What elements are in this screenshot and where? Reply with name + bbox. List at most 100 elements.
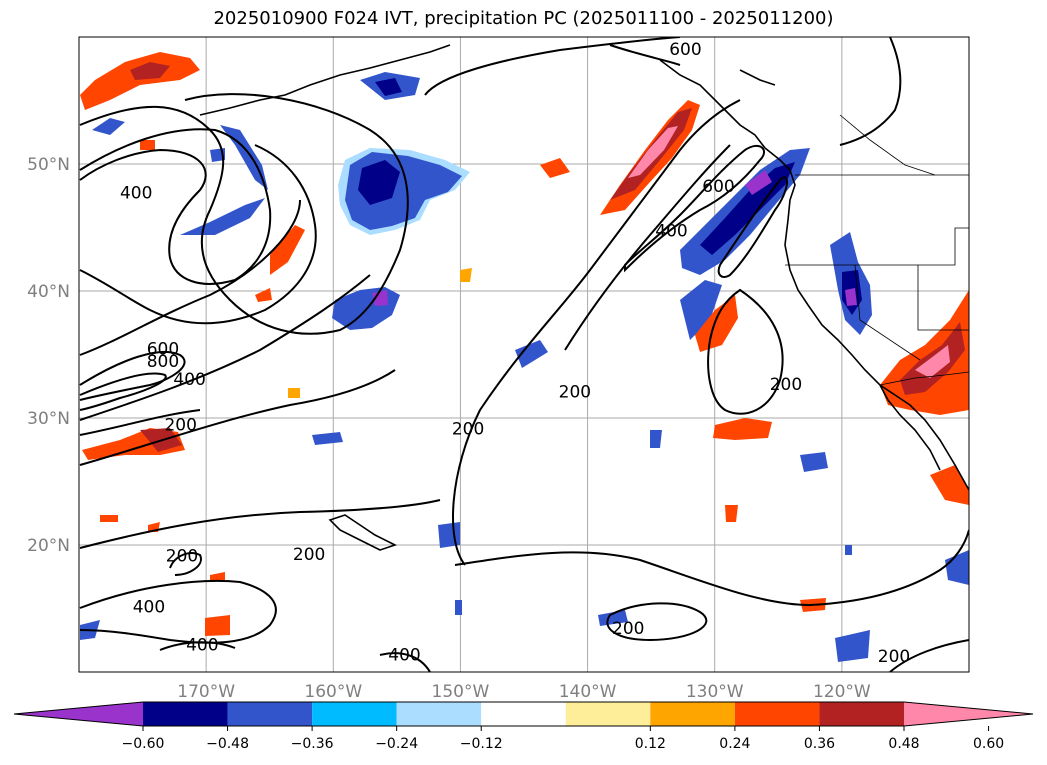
colorbar-tick-label: −0.24 <box>375 736 418 752</box>
ivt-contour-200 <box>79 369 396 466</box>
colorbar-tick-label: −0.48 <box>206 736 249 752</box>
colorbar-cell <box>481 702 566 726</box>
west-coast-coastline <box>764 147 969 491</box>
precip-positive-region <box>210 572 225 580</box>
colorbar-tick-label: 0.36 <box>804 736 835 752</box>
ivt-contour-200 <box>79 93 409 335</box>
colorbar-cell <box>819 702 904 726</box>
aleutian-coastline <box>199 44 451 116</box>
state-border <box>854 264 921 361</box>
contour-label: 400 <box>655 221 687 241</box>
ivt-contour-400 <box>564 144 731 351</box>
lat-tick-label: 20°N <box>27 536 70 556</box>
ivt-contour-400 <box>79 274 371 421</box>
precip-negative-region <box>220 125 268 190</box>
map-frame <box>78 36 970 673</box>
lon-tick-label: 120°W <box>813 682 871 702</box>
ivt-contour-600 <box>79 350 186 401</box>
contour-label: 200 <box>612 619 644 639</box>
ivt-contour-200 <box>707 288 784 415</box>
colorbar-tick-label: −0.36 <box>291 736 334 752</box>
colorbar: −0.60 −0.48 −0.36 −0.24 −0.12 0.12 0.24 0.36 0.4… <box>13 701 1034 752</box>
colorbar-cell <box>650 702 735 726</box>
precip-negative-core <box>700 162 795 255</box>
lon-tick-label: 170°W <box>177 682 235 702</box>
contour-label: 400 <box>133 597 165 617</box>
precip-positive-peak <box>915 345 950 378</box>
colorbar-cells <box>143 702 904 726</box>
colorbar-extend-max <box>904 702 1033 726</box>
precip-negative-peak <box>745 170 772 195</box>
precip-negative-region <box>800 452 828 472</box>
coastline-segment <box>739 69 776 86</box>
political-borders <box>785 114 969 386</box>
contour-label: 200 <box>164 416 196 436</box>
ivt-contour-600 <box>624 144 765 273</box>
contour-label: 400 <box>186 635 218 655</box>
lat-tick-label: 40°N <box>27 282 70 302</box>
colorbar-cell <box>565 702 651 726</box>
contour-label: 600 <box>147 340 179 360</box>
ivt-contour-400 <box>79 144 317 325</box>
contour-label: 200 <box>452 420 484 440</box>
lon-tick-label: 160°W <box>304 682 362 702</box>
us-mexico-border <box>879 371 969 386</box>
precip-positive-region <box>713 418 772 440</box>
coastlines <box>199 44 969 551</box>
contour-label: 200 <box>559 383 591 403</box>
precip-negative-region <box>598 610 628 626</box>
contour-label: 200 <box>878 647 910 667</box>
precip-positive-region <box>100 515 118 522</box>
ivt-contour-800 <box>79 372 167 411</box>
precip-positive-region <box>140 140 155 150</box>
precip-negative-region <box>945 550 969 585</box>
precip-positive-region <box>540 158 570 178</box>
latitude-labels: 50°N 40°N 30°N 20°N <box>27 155 70 556</box>
contour-label: 200 <box>293 545 325 565</box>
colorbar-tick-label: −0.60 <box>122 736 165 752</box>
colorbar-cell <box>734 702 820 726</box>
lat-tick-label: 30°N <box>27 409 70 429</box>
state-border <box>785 227 969 266</box>
hawaii-islands <box>328 514 398 551</box>
ivt-contour-400 <box>79 199 301 356</box>
gridlines <box>79 37 969 672</box>
border-segment <box>839 114 936 176</box>
baja-coastline <box>879 384 941 471</box>
precip-negative-core <box>358 160 400 205</box>
precip-negative-region <box>650 430 662 448</box>
state-border <box>917 265 969 331</box>
ivt-contour-200 <box>424 37 681 96</box>
precip-positive-region <box>725 505 738 522</box>
precip-positive-region <box>695 295 738 352</box>
ivt-contour-200 <box>889 639 969 672</box>
contour-label: 400 <box>120 183 152 203</box>
lon-tick-label: 130°W <box>686 682 744 702</box>
map-title: 2025010900 F024 IVT, precipitation PC (2… <box>213 8 834 29</box>
precip-positive-region <box>288 388 300 398</box>
contour-label: 600 <box>669 40 701 60</box>
ivt-contour-400 <box>159 641 236 651</box>
ivt-contour-600 <box>609 44 681 66</box>
colorbar-tick-label: 0.12 <box>635 736 666 752</box>
lat-tick-label: 50°N <box>27 155 70 175</box>
contour-label: 600 <box>702 177 734 197</box>
precip-negative-region <box>680 280 722 340</box>
precip-negative-region <box>845 545 852 555</box>
colorbar-cell <box>227 702 313 726</box>
contour-label: 200 <box>166 547 198 567</box>
contour-label: 800 <box>147 352 179 372</box>
precip-negative-peak <box>845 288 857 306</box>
contour-label: 400 <box>173 370 205 390</box>
colorbar-tick-label: −0.12 <box>460 736 503 752</box>
ivt-contours <box>79 37 969 672</box>
ivt-contour-200 <box>606 602 708 642</box>
longitude-labels: 170°W 160°W 150°W 140°W 130°W 120°W <box>177 682 871 702</box>
ivt-contour-200 <box>169 552 202 576</box>
ivt-contour-200 <box>79 409 201 436</box>
precip-negative-region <box>180 198 265 235</box>
ivt-contour-400 <box>79 579 277 644</box>
colorbar-tick-label: 0.60 <box>973 736 1004 752</box>
